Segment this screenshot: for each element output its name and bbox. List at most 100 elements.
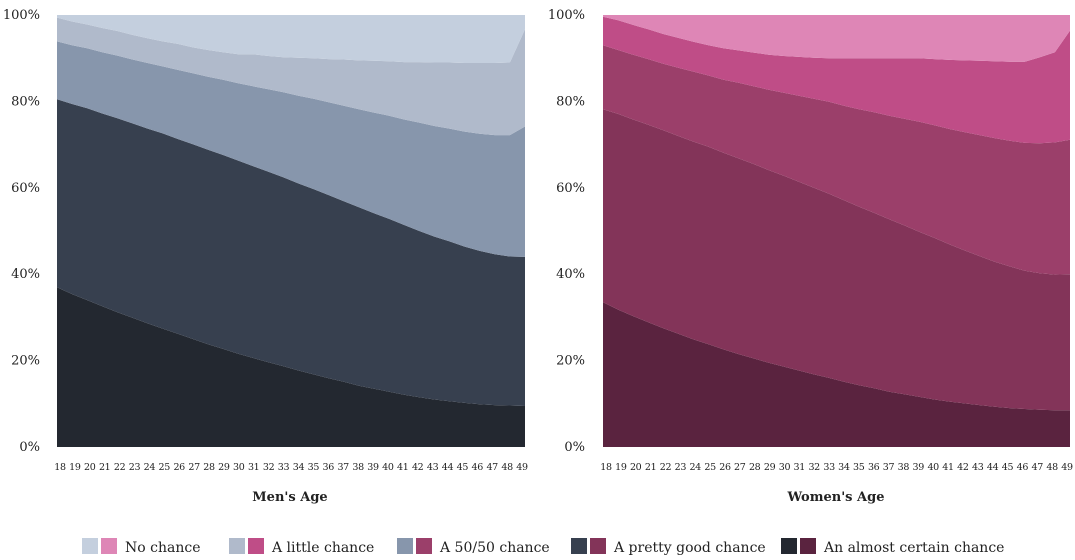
men-x-tick-label: 40 (382, 462, 394, 473)
women-x-tick-label: 28 (749, 462, 761, 473)
men-x-tick-label: 49 (516, 462, 528, 473)
legend-swatch (101, 538, 117, 554)
men-x-tick-label: 43 (427, 462, 439, 473)
men-y-tick-label: 80% (11, 94, 40, 109)
legend-swatch (416, 538, 432, 554)
women-x-tick-label: 43 (972, 462, 984, 473)
men-x-tick-label: 33 (278, 462, 290, 473)
women-y-tick-label: 60% (556, 181, 585, 196)
women-x-tick-label: 49 (1061, 462, 1073, 473)
men-x-tick-label: 48 (501, 462, 513, 473)
women-x-tick-label: 39 (913, 462, 925, 473)
men-x-tick-label: 29 (218, 462, 230, 473)
men-x-tick-label: 19 (69, 462, 81, 473)
women-chart-panel: 0%20%40%60%80%100% 18 19 20 21 22 23 24 25 26 27 2… (548, 8, 1073, 505)
men-area-a-50-50-chance (57, 41, 525, 257)
women-x-tick-label: 42 (957, 462, 969, 473)
men-area-no-chance (57, 15, 525, 63)
women-area-a-little-chance (603, 16, 1070, 144)
legend-swatch (781, 538, 797, 554)
men-x-tick-label: 26 (173, 462, 185, 473)
legend-label: A little chance (271, 540, 374, 556)
legend: No chance A little chance A 50/50 chance A … (82, 538, 1004, 556)
men-x-tick-label: 34 (293, 462, 305, 473)
men-x-tick-label: 44 (442, 462, 454, 473)
men-area-a-little-chance (57, 17, 525, 136)
men-x-tick-label: 27 (188, 462, 200, 473)
women-x-tick-label: 22 (660, 462, 672, 473)
women-y-tick-label: 80% (556, 94, 585, 109)
women-y-tick-label: 40% (556, 267, 585, 282)
legend-swatch (590, 538, 606, 554)
women-x-tick-label: 47 (1032, 462, 1044, 473)
men-y-tick-label: 0% (19, 440, 40, 455)
men-x-tick-label: 41 (397, 462, 409, 473)
men-x-tick-label: 24 (144, 462, 156, 473)
legend-swatch (397, 538, 413, 554)
men-x-tick-label: 46 (472, 462, 484, 473)
women-x-tick-label: 45 (1002, 462, 1014, 473)
legend-swatch (248, 538, 264, 554)
legend-item: A little chance (229, 538, 374, 556)
women-x-tick-label: 24 (689, 462, 701, 473)
men-x-tick-label: 23 (129, 462, 141, 473)
men-x-tick-label: 31 (248, 462, 260, 473)
men-x-tick-label: 37 (337, 462, 349, 473)
women-x-tick-label: 32 (808, 462, 820, 473)
women-x-tick-label: 36 (868, 462, 880, 473)
men-x-tick-label: 18 (54, 462, 66, 473)
men-x-tick-label: 32 (263, 462, 275, 473)
women-y-tick-label: 20% (556, 354, 585, 369)
men-x-axis-label: Men's Age (252, 490, 327, 505)
women-x-tick-label: 21 (645, 462, 657, 473)
men-x-tick-label: 28 (203, 462, 215, 473)
women-x-tick-label: 35 (853, 462, 865, 473)
men-x-tick-label: 20 (84, 462, 96, 473)
legend-item: An almost certain chance (781, 538, 1004, 556)
women-x-axis-label: Women's Age (787, 490, 885, 505)
men-x-tick-label: 25 (159, 462, 171, 473)
legend-item: A 50/50 chance (397, 538, 550, 556)
men-x-tick-label: 45 (457, 462, 469, 473)
men-area-a-pretty-good-chance (57, 99, 525, 406)
men-x-tick-label: 36 (323, 462, 335, 473)
women-x-tick-label: 31 (794, 462, 806, 473)
legend-label: An almost certain chance (823, 540, 1004, 556)
women-x-tick-label: 41 (942, 462, 954, 473)
women-area-an-almost-certain-chance (603, 302, 1070, 447)
women-x-tick-label: 18 (600, 462, 612, 473)
women-x-tick-label: 25 (704, 462, 716, 473)
legend-swatch (229, 538, 245, 554)
men-x-tick-label: 42 (412, 462, 424, 473)
women-area-a-pretty-good-chance (603, 109, 1070, 411)
men-y-tick-label: 100% (3, 8, 40, 23)
men-x-tick-label: 35 (308, 462, 320, 473)
women-x-tick-label: 27 (734, 462, 746, 473)
men-x-tick-label: 38 (352, 462, 364, 473)
women-x-tick-label: 19 (615, 462, 627, 473)
men-x-tick-label: 30 (233, 462, 245, 473)
women-x-tick-label: 38 (898, 462, 910, 473)
legend-item: No chance (82, 538, 200, 556)
women-x-tick-label: 20 (630, 462, 642, 473)
legend-label: A 50/50 chance (439, 540, 550, 556)
legend-swatch (82, 538, 98, 554)
women-x-tick-label: 37 (883, 462, 895, 473)
legend-item: A pretty good chance (571, 538, 766, 556)
legend-swatch (800, 538, 816, 554)
legend-label: A pretty good chance (613, 540, 766, 556)
men-area-an-almost-certain-chance (57, 287, 525, 447)
men-x-tick-label: 39 (367, 462, 379, 473)
women-x-tick-label: 48 (1046, 462, 1058, 473)
women-x-tick-label: 40 (927, 462, 939, 473)
women-x-tick-label: 46 (1017, 462, 1029, 473)
men-y-tick-label: 60% (11, 181, 40, 196)
women-x-tick-label: 30 (779, 462, 791, 473)
women-x-tick-label: 26 (719, 462, 731, 473)
women-x-tick-label: 33 (823, 462, 835, 473)
women-x-tick-label: 23 (675, 462, 687, 473)
men-chart-panel: 0%20%40%60%80%100% 18 19 20 21 22 23 24 25 26 27 2… (3, 8, 528, 505)
legend-label: No chance (125, 540, 200, 556)
women-y-tick-label: 100% (548, 8, 585, 23)
